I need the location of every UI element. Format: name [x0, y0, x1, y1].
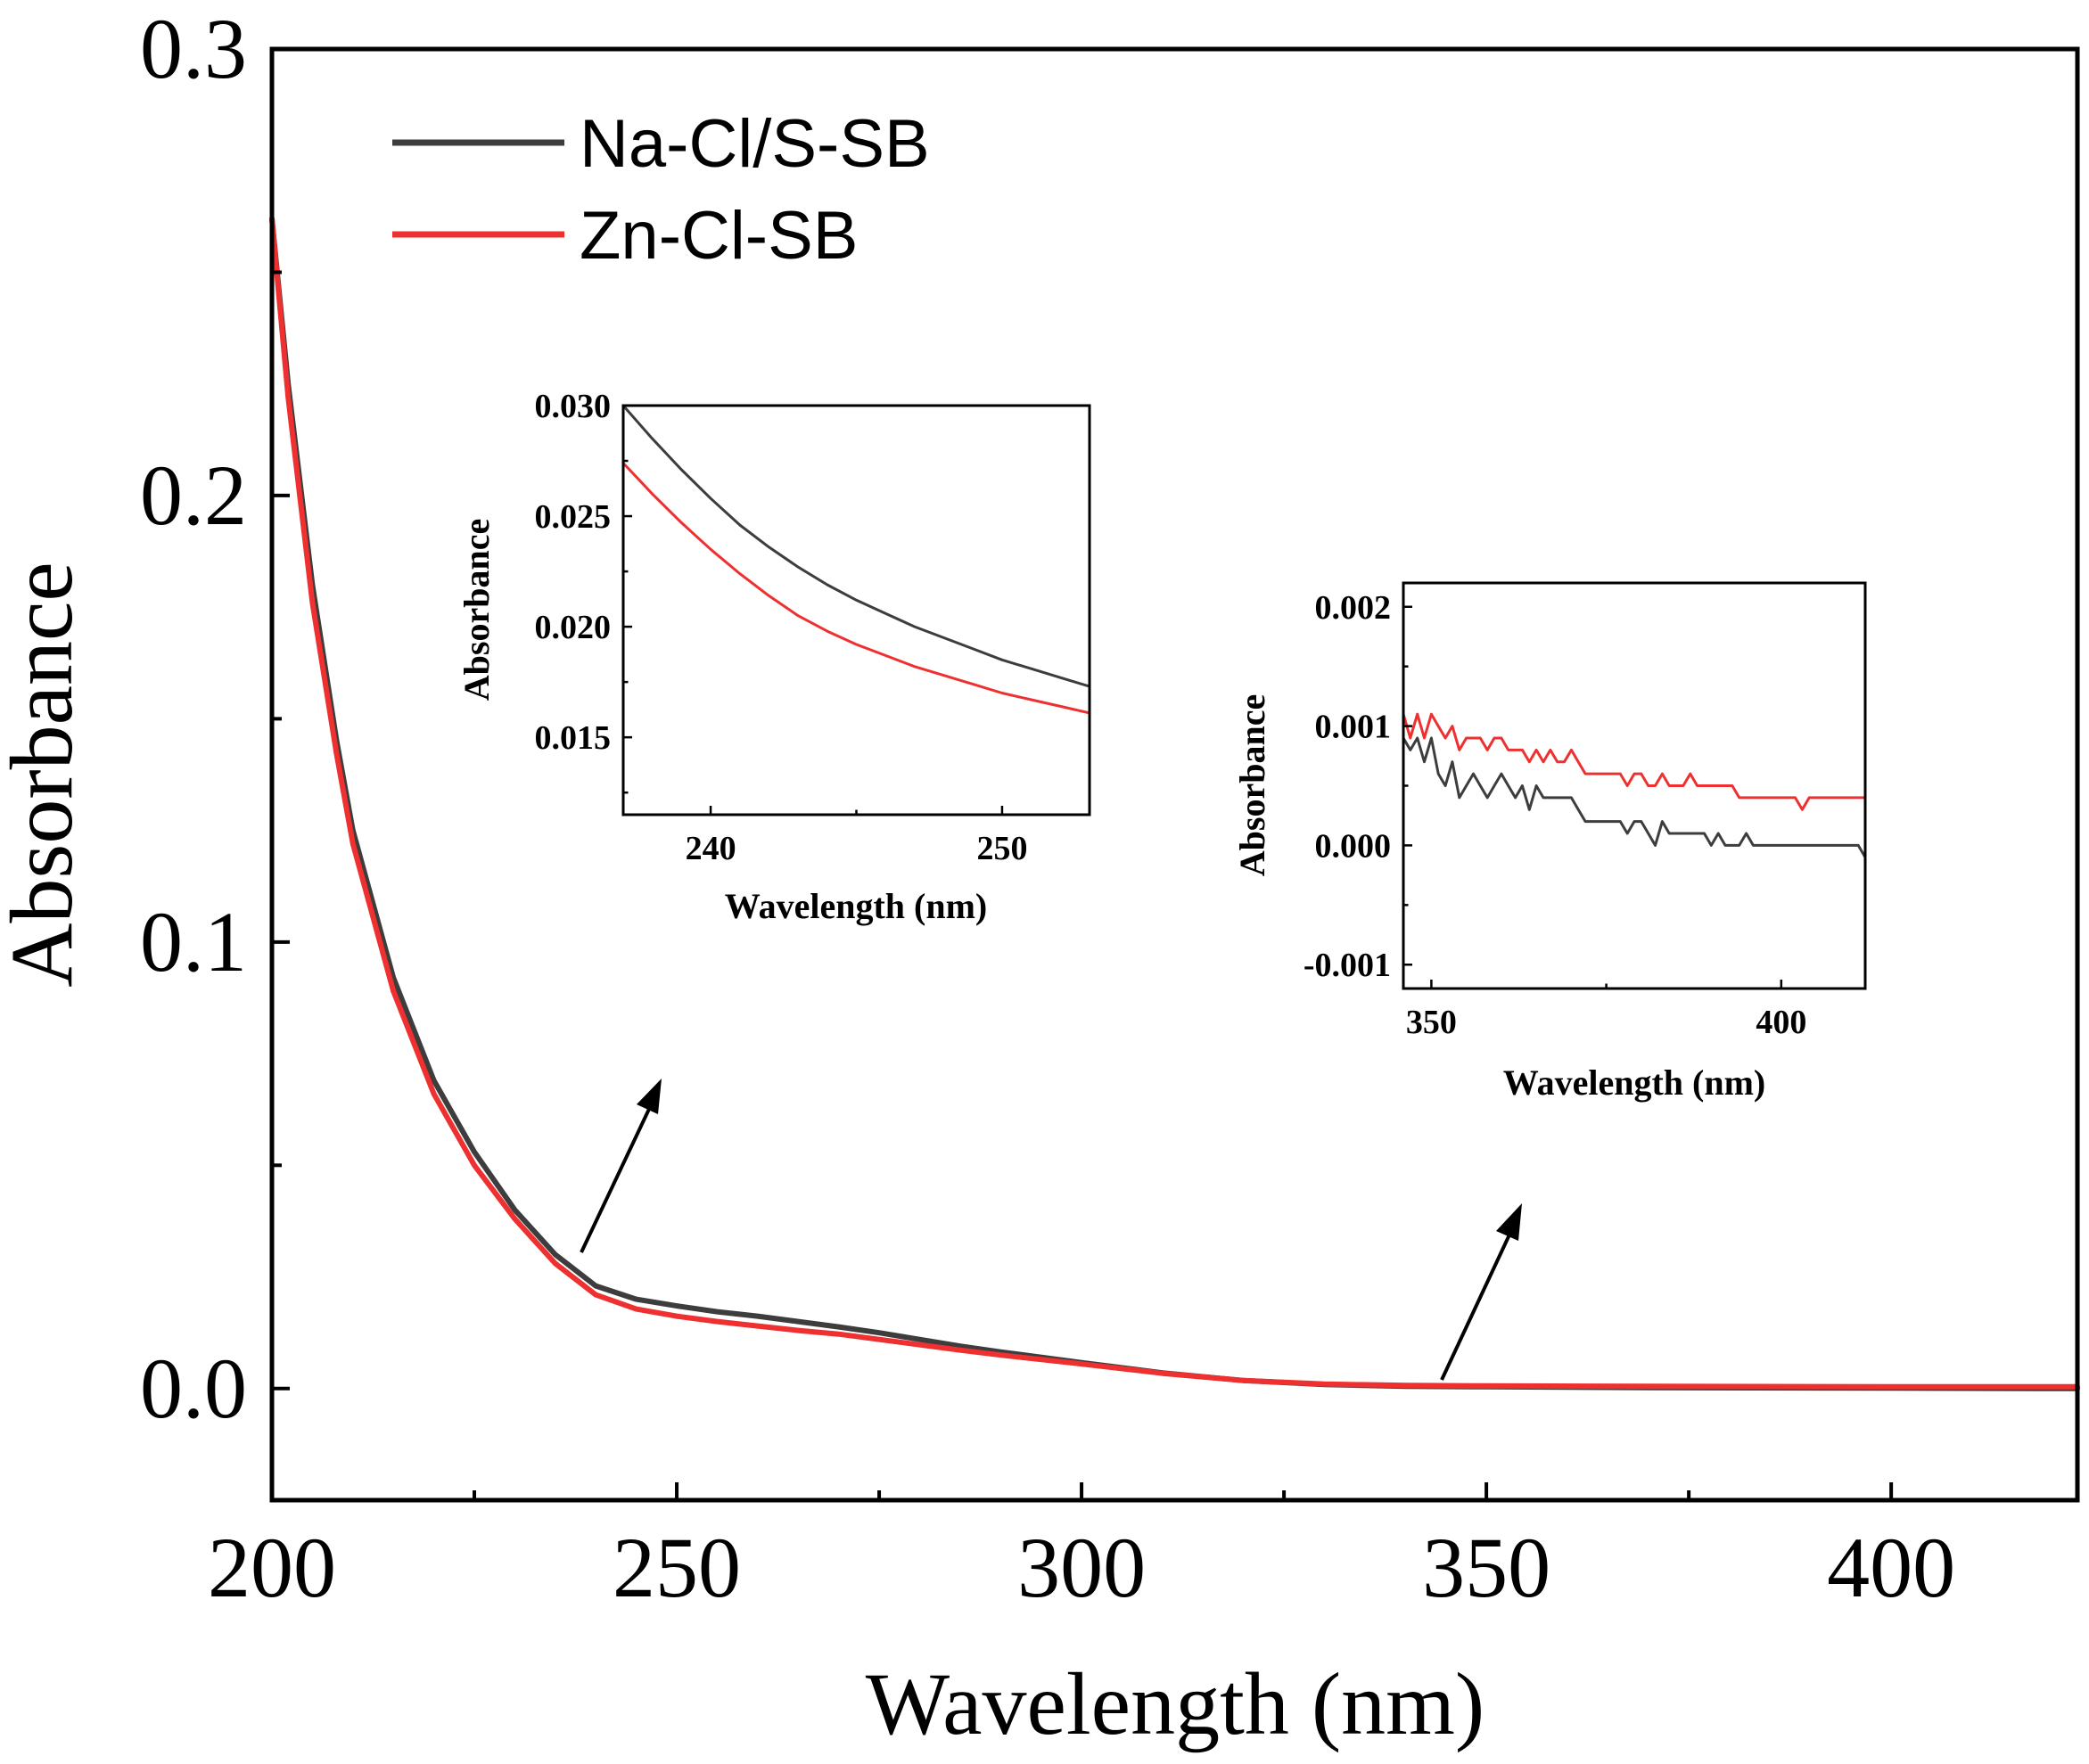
main-y-axis-label: Absorbance: [0, 562, 91, 988]
inset1-x-axis-label: Wavelength (nm): [725, 886, 987, 926]
main-x-tick-label: 300: [1017, 1520, 1146, 1615]
main-x-tick-label: 250: [613, 1520, 741, 1615]
annotation-arrows: [580, 1079, 1522, 1381]
inset1-y-tick-label: 0.030: [535, 388, 612, 425]
inset2-y-tick-label: 0.002: [1315, 589, 1392, 627]
main-y-tick-label: 0.2: [140, 447, 247, 543]
main-plot-area: [269, 216, 2080, 1391]
main-x-tick-label: 200: [208, 1520, 336, 1615]
arrow-to-inset1-shaft: [580, 1104, 653, 1253]
inset2-x-tick-label: 350: [1406, 1004, 1457, 1041]
inset2-x-tick-label: 400: [1756, 1004, 1806, 1041]
inset1-y-axis-label: Absorbance: [456, 519, 497, 701]
inset-chart-240-250nm: 240 250 0.015 0.020 0.025 0.030 Wavelength (n…: [456, 388, 1091, 926]
main-y-tick-label: 0.0: [140, 1341, 247, 1436]
main-y-tick-label: 0.1: [140, 894, 247, 989]
inset2-y-tick-label: 0.001: [1315, 709, 1392, 746]
main-x-tick-label: 350: [1422, 1520, 1550, 1615]
inset2-series-line-na-cl-s-sb: [1403, 736, 1865, 859]
main-x-tick-label: 400: [1827, 1520, 1955, 1615]
inset1-y-tick-label: 0.025: [535, 498, 612, 536]
legend-label-zn-cl-sb: Zn-Cl-SB: [580, 198, 858, 274]
inset1-y-tick-label: 0.020: [535, 609, 612, 646]
inset1-plot-area: [623, 406, 1090, 715]
main-x-axis-label: Wavelength (nm): [866, 1654, 1485, 1753]
inset1-x-tick-label: 250: [976, 830, 1027, 867]
inset2-x-axis-label: Wavelength (nm): [1503, 1063, 1765, 1103]
main-series-line-zn-cl-sb: [269, 216, 2080, 1390]
inset2-y-axis-label: Absorbance: [1232, 694, 1272, 876]
inset1-ticks: 240 250 0.015 0.020 0.025 0.030: [535, 388, 1028, 867]
inset1-x-tick-label: 240: [686, 830, 736, 867]
arrow-to-inset1-head: [637, 1079, 662, 1114]
main-plot-frame: [269, 46, 2080, 1503]
arrow-to-inset2-head: [1496, 1203, 1522, 1241]
inset1-series-line-zn-cl-sb: [623, 462, 1090, 715]
inset2-y-tick-label: 0.000: [1315, 827, 1392, 865]
inset2-series-line-zn-cl-sb: [1403, 712, 1865, 811]
main-ticks: 200 250 300 350 400 0.0 0.1 0.2 0.3: [140, 1, 1955, 1615]
inset-chart-350-400nm: 350 400 -0.001 0.000 0.001 0.002 Wavelength (…: [1232, 581, 1867, 1103]
legend-label-na-cl-s-sb: Na-Cl/S-SB: [580, 106, 930, 182]
inset1-y-tick-label: 0.015: [535, 719, 612, 757]
inset2-ticks: 350 400 -0.001 0.000 0.001 0.002: [1304, 589, 1806, 1041]
inset1-series-line-na-cl-s-sb: [623, 406, 1090, 688]
inset2-y-tick-label: -0.001: [1304, 947, 1391, 984]
main-y-tick-label: 0.3: [140, 1, 247, 96]
inset2-plot-area: [1403, 712, 1865, 859]
arrow-to-inset2-shaft: [1440, 1232, 1512, 1381]
legend: Na-Cl/S-SB Zn-Cl-SB: [392, 106, 930, 274]
